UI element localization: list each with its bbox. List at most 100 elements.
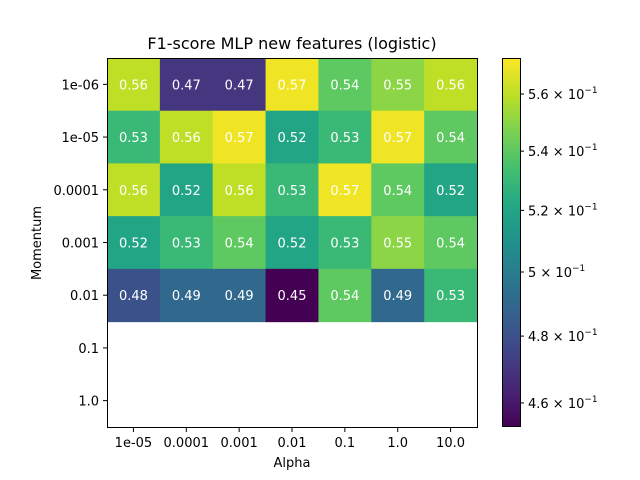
heatmap-cell [159,163,214,217]
x-tick-label: 0.0001 [164,436,210,451]
heatmap-cell [424,216,478,270]
heatmap-cell [371,163,425,217]
heatmap-cell [371,58,425,112]
heatmap-cell [212,58,267,112]
y-tick-label: 1e-06 [61,78,99,93]
cell-value-label: 0.54 [436,236,465,251]
cell-value-label: 0.56 [119,184,148,199]
cell-value-label: 0.55 [383,236,412,251]
cell-value-label: 0.56 [172,131,201,146]
cell-value-label: 0.57 [330,184,359,199]
heatmap-cell [212,163,267,217]
cell-value-label: 0.47 [225,78,254,93]
heatmap-cell [424,163,478,217]
plot-frame [107,58,478,428]
cell-value-label: 0.53 [278,184,307,199]
heatmap-cell [371,110,425,165]
heatmap-cell [265,216,320,270]
heatmap-cell [318,163,372,217]
colorbar-tick-label: 5 × 10−1 [528,264,585,281]
cell-value-label: 0.49 [383,289,412,304]
cell-value-label: 0.56 [119,78,148,93]
y-tick-label: 1e-05 [61,131,99,146]
y-axis-label: Momentum [30,206,45,280]
cell-value-label: 0.49 [172,289,201,304]
cell-value-label: 0.52 [172,184,201,199]
heatmap-cell [424,58,478,112]
heatmap-cell [107,110,161,165]
colorbar-tick-label: 4.6 × 10−1 [528,395,598,412]
heatmap-cell [212,216,267,270]
y-tick-label: 0.001 [62,236,99,251]
heatmap-cell [318,216,372,270]
x-axis-label: Alpha [274,456,311,471]
x-tick-label: 0.001 [221,436,258,451]
heatmap-cell [265,58,320,112]
x-tick-label: 0.01 [278,436,307,451]
y-tick-label: 0.1 [78,342,99,357]
heatmap-cell [159,110,214,165]
cell-value-label: 0.52 [436,184,465,199]
y-tick-label: 0.0001 [54,184,100,199]
colorbar [502,58,520,427]
colorbar-ticks: 4.6 × 10−1 4.8 × 10−1 5 × 10−1 5.2 × 10−1 5.… [520,86,598,412]
cell-value-label: 0.54 [225,236,254,251]
y-axis-ticks: 1e-06 1e-05 0.0001 0.001 0.01 0.1 1.0 [54,78,107,410]
x-tick-label: 1.0 [387,436,408,451]
cell-value-label: 0.45 [278,289,307,304]
heatmap-cell [107,216,161,270]
cell-value-label: 0.53 [330,236,359,251]
colorbar-tick-label: 5.2 × 10−1 [528,202,598,219]
cell-value-label: 0.57 [278,78,307,93]
heatmap-cell [212,268,267,323]
cell-value-label: 0.47 [172,78,201,93]
x-tick-label: 10.0 [436,436,465,451]
heatmap-cell [265,163,320,217]
cell-value-label: 0.52 [278,236,307,251]
x-tick-label: 0.1 [335,436,356,451]
heatmap-cell [159,58,214,112]
colorbar-tick-label: 5.4 × 10−1 [528,143,598,160]
cell-value-label: 0.49 [225,289,254,304]
cell-value-label: 0.48 [119,289,148,304]
heatmap-cell [159,268,214,323]
heatmap-cell [159,216,214,270]
x-tick-label: 1e-05 [115,436,153,451]
cell-value-label: 0.53 [119,131,148,146]
colorbar-tick-label: 5.6 × 10−1 [528,86,598,103]
cell-value-label: 0.55 [383,78,412,93]
colorbar-frame [502,58,521,427]
heatmap-cells [107,58,478,323]
cell-value-label: 0.52 [278,131,307,146]
cell-value-label: 0.52 [119,236,148,251]
heatmap-cell [318,110,372,165]
heatmap-cell [371,268,425,323]
heatmap-cell [371,216,425,270]
y-tick-label: 0.01 [70,289,99,304]
cell-value-label: 0.57 [225,131,254,146]
cell-value-label: 0.54 [383,184,412,199]
cell-value-label: 0.53 [330,131,359,146]
heatmap-cell [212,110,267,165]
cell-value-label: 0.56 [225,184,254,199]
heatmap-cell [424,110,478,165]
colorbar-tick-label: 4.8 × 10−1 [528,328,598,345]
heatmap-cell [265,268,320,323]
heatmap-cell [318,58,372,112]
heatmap-cell-labels: 0.56 0.47 0.47 0.57 0.54 0.55 0.56 0.53 0.56 0.57… [119,78,465,304]
heatmap-cell [107,58,161,112]
cell-value-label: 0.53 [172,236,201,251]
heatmap-cell [424,268,478,323]
cell-value-label: 0.54 [330,78,359,93]
heatmap-cell [265,110,320,165]
x-axis-ticks: 1e-05 0.0001 0.001 0.01 0.1 1.0 10.0 [115,428,465,451]
heatmap-cell [318,268,372,323]
cell-value-label: 0.53 [436,289,465,304]
cell-value-label: 0.54 [436,131,465,146]
cell-value-label: 0.56 [436,78,465,93]
heatmap-cell [107,268,161,323]
y-tick-label: 1.0 [78,395,99,410]
heatmap-cell [107,163,161,217]
cell-value-label: 0.54 [330,289,359,304]
